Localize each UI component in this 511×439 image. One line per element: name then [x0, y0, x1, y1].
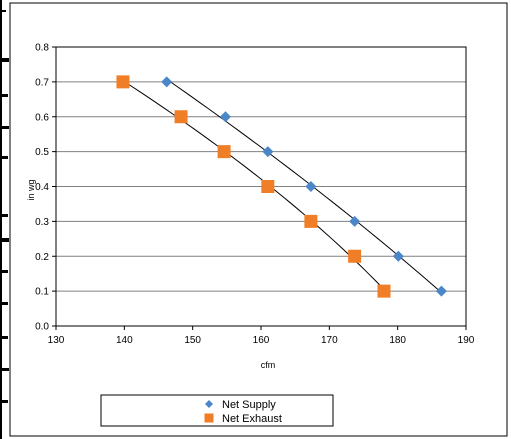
data-point-net-supply	[305, 181, 317, 192]
y-tick-label: 0.8	[35, 43, 49, 54]
data-point-net-exhaust	[217, 145, 231, 159]
data-point-net-supply	[262, 146, 274, 158]
x-tick-label: 180	[389, 335, 406, 346]
data-markers	[116, 75, 447, 298]
y-tick-label: 0.4	[35, 182, 49, 193]
data-point-net-exhaust	[261, 180, 275, 193]
legend-marker-net-supply	[205, 400, 213, 408]
y-tick-label: 0.5	[35, 147, 49, 158]
y-tick-label: 0.7	[35, 77, 49, 88]
x-tick-label: 140	[116, 335, 133, 346]
x-tick-label: 170	[321, 335, 338, 346]
x-axis-title: cfm	[261, 360, 276, 370]
data-point-net-supply	[161, 76, 173, 88]
x-tick-label: 160	[253, 335, 270, 346]
x-tick-label: 130	[48, 335, 65, 346]
x-tick-label: 190	[458, 335, 475, 346]
data-point-net-supply	[219, 111, 231, 123]
data-point-net-supply	[392, 250, 404, 262]
y-tick-label: 0.3	[35, 217, 49, 228]
y-tick-label: 0.1	[35, 287, 49, 298]
data-point-net-exhaust	[377, 284, 391, 298]
data-point-net-exhaust	[174, 110, 188, 124]
legend-label-net-exhaust: Net Exhaust	[222, 413, 282, 425]
y-axis-title: in wg	[26, 179, 36, 200]
legend-box	[100, 394, 334, 427]
y-tick-label: 0.0	[35, 322, 49, 333]
chart-area-border	[9, 2, 508, 437]
legend-label-net-supply: Net Supply	[222, 399, 276, 411]
data-point-net-exhaust	[348, 249, 362, 263]
data-point-net-exhaust	[116, 75, 130, 89]
axes: 0.0 0.1 0.2 0.3 0.4 0.5 0.6 0.7 0.8 130 140 150 160 1…	[35, 43, 475, 347]
data-point-net-exhaust	[304, 214, 318, 228]
data-point-net-supply	[349, 215, 361, 227]
y-tick-label: 0.2	[35, 252, 49, 263]
legend: Net Supply Net Exhaust	[100, 394, 334, 427]
left-edge-artifact	[0, 0, 9, 439]
x-tick-label: 150	[184, 335, 201, 346]
y-tick-label: 0.6	[35, 112, 49, 123]
data-point-net-supply	[435, 285, 447, 297]
legend-marker-net-exhaust	[204, 413, 214, 423]
